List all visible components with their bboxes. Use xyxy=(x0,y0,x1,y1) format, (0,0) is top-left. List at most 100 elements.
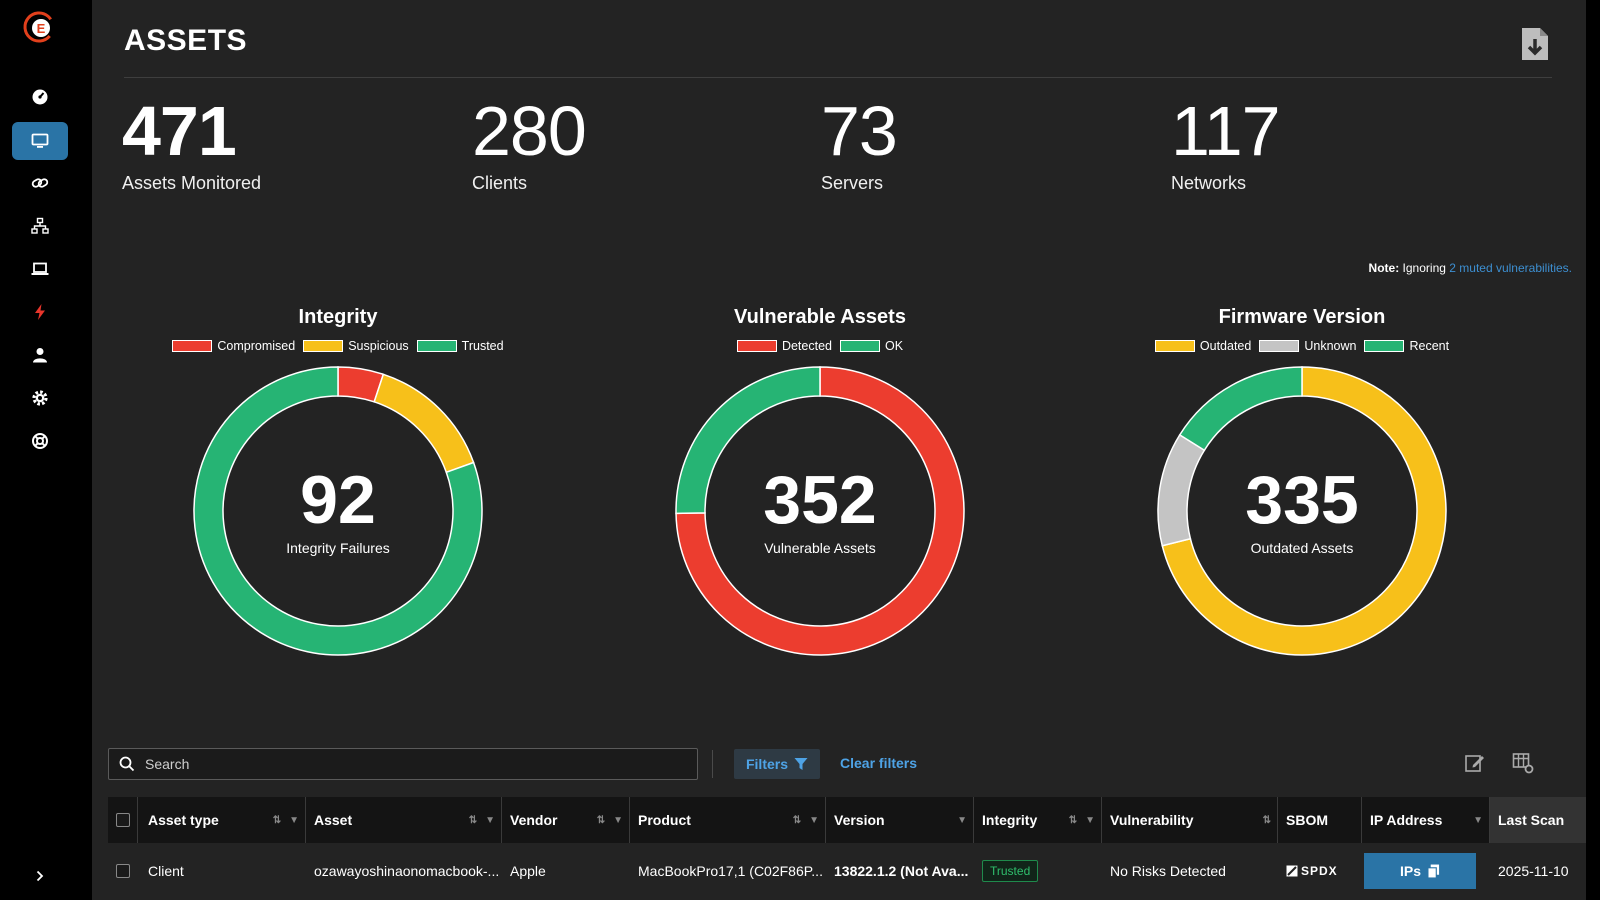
edit-columns-button[interactable] xyxy=(1464,752,1486,774)
header-select-all[interactable] xyxy=(108,797,138,843)
column-version[interactable]: Version ▼ xyxy=(826,797,974,843)
app-logo[interactable]: E xyxy=(22,10,56,44)
column-vendor[interactable]: Vendor ⇅ ▼ xyxy=(502,797,630,843)
filter-icon[interactable]: ▼ xyxy=(957,814,967,826)
search-input[interactable] xyxy=(145,756,665,772)
donut-svg xyxy=(193,366,483,656)
nav-dashboard[interactable] xyxy=(12,78,68,116)
legend-item-trusted[interactable]: Trusted xyxy=(416,339,504,353)
legend-label: Suspicious xyxy=(348,339,409,353)
nav-assets[interactable] xyxy=(12,122,68,160)
search-icon xyxy=(119,756,135,772)
nav-networks[interactable] xyxy=(12,207,68,245)
select-all-checkbox[interactable] xyxy=(116,813,130,827)
legend-item-compromised[interactable]: Compromised xyxy=(172,339,295,353)
table-row[interactable]: Client ozawayoshinaonomacbook-... Apple … xyxy=(108,843,1586,899)
chart-legend: Compromised Suspicious Trusted xyxy=(148,339,528,353)
legend-item-ok[interactable]: OK xyxy=(839,339,903,353)
chart-title: Integrity xyxy=(298,306,378,328)
sort-icon[interactable]: ⇅ xyxy=(272,814,282,826)
column-sbom[interactable]: SBOM xyxy=(1278,797,1362,843)
filters-label: Filters xyxy=(745,756,788,772)
sort-icon[interactable]: ⇅ xyxy=(1068,814,1078,826)
nav-threats[interactable] xyxy=(12,293,68,331)
nav-devices[interactable] xyxy=(12,250,68,288)
nav-settings[interactable] xyxy=(12,379,68,417)
row-select[interactable] xyxy=(108,843,138,899)
filter-icon[interactable]: ▼ xyxy=(809,814,819,826)
column-integrity[interactable]: Integrity ⇅ ▼ xyxy=(974,797,1102,843)
donut-slice-outdated[interactable] xyxy=(1161,366,1447,656)
filter-icon[interactable]: ▼ xyxy=(485,814,495,826)
filter-icon[interactable]: ▼ xyxy=(1085,814,1095,826)
cell-product: MacBookPro17,1 (C02F86P... xyxy=(638,863,823,879)
sort-icon[interactable]: ⇅ xyxy=(1262,814,1271,826)
stat-clients: 280 Clients xyxy=(472,93,587,194)
cell-last-scan: 2025-11-10 xyxy=(1498,863,1569,879)
legend-swatch xyxy=(172,340,213,352)
filter-icon[interactable]: ▼ xyxy=(1473,814,1483,826)
donut-slice-detected[interactable] xyxy=(675,366,965,656)
column-controls: ⇅ ▼ xyxy=(793,815,819,826)
firmware-version-chart: Firmware Version Outdated Unknown Recent… xyxy=(1112,306,1492,666)
cell-vendor: Apple xyxy=(510,863,546,879)
muted-vulnerabilities-link[interactable]: 2 muted vulnerabilities. xyxy=(1449,261,1572,275)
sort-icon[interactable]: ⇅ xyxy=(468,814,478,826)
title-divider xyxy=(124,77,1552,78)
legend-item-recent[interactable]: Recent xyxy=(1364,339,1449,353)
stat-label: Servers xyxy=(821,173,884,193)
clear-filters-link[interactable]: Clear filters xyxy=(840,755,918,771)
nav-users[interactable] xyxy=(12,336,68,374)
donut-center-value: 352 xyxy=(763,462,877,538)
donut: 92 Integrity Failures xyxy=(188,361,488,661)
donut-slice-recent[interactable] xyxy=(1178,366,1303,452)
donut-slice-trusted[interactable] xyxy=(193,366,483,656)
column-vulnerability[interactable]: Vulnerability ⇅ xyxy=(1102,797,1278,843)
donut-slice-ok[interactable] xyxy=(675,366,821,515)
column-asset[interactable]: Asset ⇅ ▼ xyxy=(306,797,502,843)
table-header: Asset type ⇅ ▼ Asset ⇅ ▼ Vendor ⇅ ▼ Product ⇅ ▼ … xyxy=(108,797,1586,843)
row-checkbox[interactable] xyxy=(116,864,130,878)
cell-ip-address: IPs xyxy=(1362,843,1490,899)
cell-integrity: Trusted xyxy=(974,843,1102,899)
stat-servers: 73 Servers xyxy=(821,93,898,194)
stat-label: Networks xyxy=(1171,173,1247,193)
laptop-icon xyxy=(31,262,49,275)
legend-item-detected[interactable]: Detected xyxy=(736,339,832,353)
donut-svg xyxy=(675,366,965,656)
link-icon xyxy=(31,178,49,188)
column-label: Vulnerability xyxy=(1110,812,1194,828)
integrity-chart: Integrity Compromised Suspicious Trusted… xyxy=(148,306,528,666)
legend-label: Unknown xyxy=(1304,339,1357,353)
legend-swatch xyxy=(1154,340,1195,352)
funnel-icon xyxy=(794,758,808,770)
legend-swatch xyxy=(416,340,457,352)
filters-button[interactable]: Filters xyxy=(734,749,820,779)
cell-version: 13822.1.2 (Not Ava... xyxy=(834,863,969,879)
sort-icon[interactable]: ⇅ xyxy=(792,814,802,826)
legend-item-outdated[interactable]: Outdated xyxy=(1154,339,1251,353)
stat-value: 471 xyxy=(122,92,237,170)
ips-button[interactable]: IPs xyxy=(1364,853,1476,889)
legend-item-unknown[interactable]: Unknown xyxy=(1259,339,1356,353)
column-product[interactable]: Product ⇅ ▼ xyxy=(630,797,826,843)
export-report-button[interactable] xyxy=(1520,26,1550,62)
filter-icon[interactable]: ▼ xyxy=(613,814,623,826)
expand-sidebar-button[interactable] xyxy=(28,864,52,888)
filter-icon[interactable]: ▼ xyxy=(289,814,299,826)
column-controls: ▼ xyxy=(1473,815,1483,826)
nav-support[interactable] xyxy=(12,422,68,460)
nav-links[interactable] xyxy=(12,164,68,202)
spdx-link[interactable]: SPDX xyxy=(1286,864,1338,878)
search-box[interactable] xyxy=(108,748,698,780)
donut: 352 Vulnerable Assets xyxy=(670,361,970,661)
column-asset-type[interactable]: Asset type ⇅ ▼ xyxy=(138,797,306,843)
stat-label: Clients xyxy=(472,173,528,193)
column-ip-address[interactable]: IP Address ▼ xyxy=(1362,797,1490,843)
table-settings-button[interactable] xyxy=(1512,752,1534,774)
cell-asset[interactable]: ozawayoshinaonomacbook-... xyxy=(314,863,500,879)
chart-title: Vulnerable Assets xyxy=(734,306,906,328)
legend-item-suspicious[interactable]: Suspicious xyxy=(303,339,409,353)
column-last-scan[interactable]: Last Scan xyxy=(1490,797,1586,843)
sort-icon[interactable]: ⇅ xyxy=(596,814,606,826)
